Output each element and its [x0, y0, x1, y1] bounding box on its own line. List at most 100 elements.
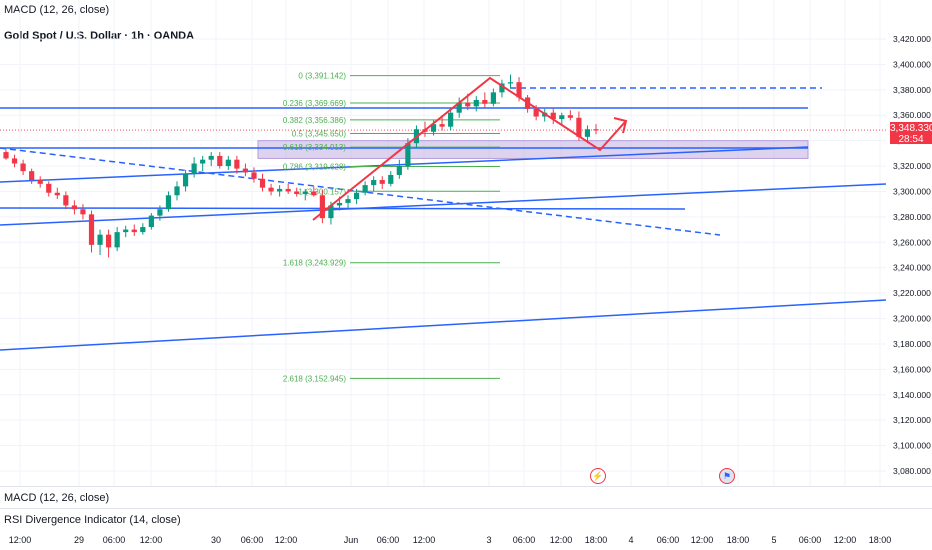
candle-body	[499, 83, 505, 93]
candle-body	[251, 172, 257, 179]
candle-body	[482, 99, 488, 104]
fib-level-label: 2.618 (3,152.945)	[283, 374, 346, 383]
candle-body	[328, 205, 334, 219]
y-tick-label: 3,260.000	[893, 237, 931, 247]
fib-level-label: 0 (3,391.142)	[298, 72, 346, 81]
y-tick-label: 3,360.000	[893, 110, 931, 120]
price-axis-bg	[886, 0, 932, 488]
candle-body	[362, 185, 368, 193]
candle-body	[345, 199, 351, 203]
candle-body	[46, 183, 52, 193]
candle-body	[584, 129, 591, 137]
lightning-event-icon[interactable]: ⚡	[590, 468, 606, 484]
candle-body	[11, 158, 18, 164]
candle-body	[550, 112, 556, 120]
bar-countdown: 28:54	[898, 134, 924, 145]
candle-body	[106, 234, 112, 248]
candle-body	[37, 180, 43, 184]
y-tick-label: 3,300.000	[893, 186, 931, 196]
y-tick-label: 3,220.000	[893, 288, 931, 298]
x-tick-label: 12:00	[834, 535, 857, 545]
price-chart[interactable]: 0 (3,391.142) 0.236 (3,369.669) 0.382 (3,3…	[0, 0, 932, 488]
candle-body	[63, 195, 69, 206]
x-tick-label: 3	[486, 535, 491, 545]
candle-body	[285, 188, 291, 192]
fibonacci-layer: 0 (3,391.142) 0.236 (3,369.669) 0.382 (3,3…	[283, 72, 500, 383]
candle-body	[507, 82, 514, 84]
candle-body	[114, 232, 120, 248]
candle-body	[448, 112, 454, 127]
current-price-value: 3,348.330	[890, 123, 932, 134]
candle-body	[71, 205, 78, 210]
candle-body	[234, 159, 240, 169]
y-tick-label: 3,200.000	[893, 314, 931, 324]
trendline	[0, 183, 887, 226]
y-tick-label: 3,140.000	[893, 390, 931, 400]
candle-body	[225, 159, 231, 167]
y-tick-label: 3,100.000	[893, 441, 931, 451]
candle-body	[29, 171, 35, 181]
macd-indicator-label: MACD (12, 26, close)	[4, 492, 110, 504]
candle-body	[165, 195, 172, 210]
candle-body	[148, 215, 154, 228]
x-tick-label: 06:00	[657, 535, 680, 545]
rsi-indicator-label: RSI Divergence Indicator (14, close)	[4, 514, 181, 526]
candle-body	[576, 117, 582, 137]
candle-body	[80, 209, 86, 215]
candle-body	[379, 180, 385, 184]
grid	[0, 0, 886, 488]
y-tick-label: 3,280.000	[893, 212, 931, 222]
candle-body	[311, 191, 317, 196]
candle-body	[217, 155, 223, 167]
candle-body	[439, 124, 445, 127]
candle-body	[371, 180, 377, 186]
macd-indicator-row[interactable]: MACD (12, 26, close)	[0, 486, 932, 508]
x-tick-label: 29	[74, 535, 84, 545]
x-tick-label: 18:00	[585, 535, 608, 545]
candle-body	[430, 124, 437, 132]
fib-level-label: 0.236 (3,369.669)	[283, 99, 346, 108]
candle-body	[473, 99, 479, 107]
candle-body	[123, 229, 129, 233]
x-tick-label: 12:00	[9, 535, 32, 545]
x-tick-label: 18:00	[727, 535, 750, 545]
y-tick-label: 3,160.000	[893, 364, 931, 374]
support-zone-layer	[0, 129, 886, 159]
candle-body	[319, 195, 325, 219]
time-axis[interactable]: 12:00 29 06:00 12:00 30 06:00 12:00 Jun 06:00 12:…	[0, 530, 932, 550]
candle-body	[533, 108, 539, 117]
candle-body	[200, 159, 206, 164]
x-tick-label: 12:00	[140, 535, 163, 545]
fib-level-label: 0.382 (3,356.386)	[283, 116, 346, 125]
candle-body	[140, 227, 146, 233]
x-tick-label: 06:00	[513, 535, 536, 545]
candle-body	[277, 188, 283, 192]
x-tick-label: 12:00	[691, 535, 714, 545]
trendline	[0, 146, 809, 183]
x-tick-label: 12:00	[413, 535, 436, 545]
x-tick-label: 18:00	[869, 535, 892, 545]
x-tick-label: 4	[628, 535, 633, 545]
candle-body	[268, 187, 274, 192]
candle-body	[388, 174, 394, 184]
candle-body	[593, 129, 599, 131]
x-tick-label: 06:00	[377, 535, 400, 545]
candle-body	[3, 152, 9, 159]
fib-level-label: 0.786 (3,319.628)	[283, 163, 346, 172]
candle-body	[516, 82, 522, 98]
top-indicator-label[interactable]: MACD (12, 26, close)	[4, 4, 110, 16]
y-tick-label: 3,240.000	[893, 263, 931, 273]
y-tick-label: 3,080.000	[893, 466, 931, 476]
candle-body	[294, 191, 300, 195]
candle-body	[54, 192, 60, 196]
rsi-indicator-row[interactable]: RSI Divergence Indicator (14, close)	[0, 508, 932, 530]
y-tick-label: 3,320.000	[893, 161, 931, 171]
us-flag-event-icon[interactable]: ⚑	[719, 468, 735, 484]
candle-body	[559, 115, 565, 120]
candle-body	[259, 178, 266, 188]
candle-body	[465, 102, 471, 107]
candle-body	[242, 168, 249, 173]
candle-body	[20, 163, 26, 172]
x-tick-label: 12:00	[275, 535, 298, 545]
y-tick-label: 3,380.000	[893, 85, 931, 95]
